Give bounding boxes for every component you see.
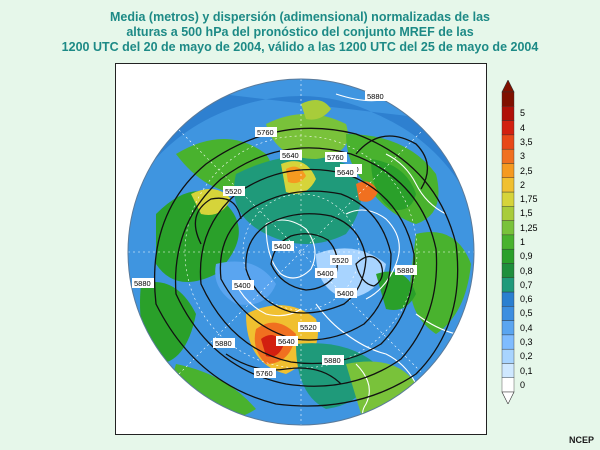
colorbar-label: 0,8 <box>520 265 533 276</box>
polar-map: 5880 5760 5640 5520 5400 5400 5520 5640 … <box>115 63 487 435</box>
contour-label: 5880 <box>397 266 414 275</box>
colorbar-swatch <box>501 291 515 307</box>
colorbar-label: 0,6 <box>520 294 533 305</box>
colorbar-swatch <box>501 191 515 207</box>
contour-label: 5760 <box>327 153 344 162</box>
contour-label: 5640 <box>278 337 295 346</box>
contour-label: 5400 <box>317 269 334 278</box>
contour-label: 5760 <box>256 369 273 378</box>
contour-label: 5640 <box>337 168 354 177</box>
title-line-2: alturas a 500 hPa del pronóstico del con… <box>126 25 474 39</box>
title-line-1: Media (metros) y dispersión (adimensiona… <box>110 10 490 24</box>
colorbar-label: 3,5 <box>520 137 533 147</box>
colorbar-label: 0,5 <box>520 308 533 319</box>
colorbar-label: 0,7 <box>520 279 533 290</box>
colorbar <box>501 80 515 404</box>
contour-label: 5880 <box>324 356 341 365</box>
contour-label: 5520 <box>300 323 317 332</box>
colorbar-swatch <box>501 277 515 293</box>
colorbar-swatch <box>501 363 515 378</box>
ncep-credit: NCEP <box>568 435 594 445</box>
colorbar-swatch <box>501 163 515 178</box>
colorbar-label: 0,4 <box>520 322 533 333</box>
colorbar-swatch <box>501 306 515 321</box>
colorbar-label: 0,2 <box>520 351 533 362</box>
colorbar-swatch <box>501 320 515 336</box>
colorbar-swatch <box>501 248 515 264</box>
colorbar-label: 1 <box>520 237 526 247</box>
longitude-label: 180 <box>116 307 122 319</box>
colorbar-max-arrow <box>501 80 515 93</box>
colorbar-label: 1,75 <box>520 194 538 205</box>
longitude-label: 120 <box>148 118 161 131</box>
colorbar-swatch <box>501 120 515 136</box>
contour-label: 5400 <box>234 281 251 290</box>
map-title: Media (metros) y dispersión (adimensiona… <box>0 10 600 55</box>
contour-label-layer: 5880 5760 5640 5520 5400 5400 5520 5640 … <box>132 91 417 378</box>
polar-map-graphic: 5880 5760 5640 5520 5400 5400 5520 5640 … <box>116 78 475 428</box>
colorbar-swatch <box>501 206 515 221</box>
contour-label: 5880 <box>215 339 232 348</box>
colorbar-label: 1,5 <box>520 208 533 219</box>
colorbar-swatch <box>501 220 515 236</box>
colorbar-swatch <box>501 134 515 150</box>
title-line-3: 1200 UTC del 20 de mayo de 2004, válido … <box>61 40 539 54</box>
colorbar-swatch <box>501 234 515 250</box>
longitude-label: 150 <box>173 393 186 406</box>
colorbar-label: 0,3 <box>520 337 533 347</box>
colorbar-label: 0,9 <box>520 251 533 262</box>
colorbar-swatch <box>501 91 515 107</box>
colorbar-label: 0 <box>520 379 526 390</box>
colorbar-swatch <box>501 263 515 278</box>
contour-label: 5880 <box>134 279 151 288</box>
contour-label: 5640 <box>282 151 299 160</box>
contour-label: 5400 <box>337 289 354 298</box>
colorbar-label: 2 <box>520 179 526 190</box>
colorbar-label: 5 <box>520 108 526 119</box>
contour-label: 5880 <box>367 92 384 101</box>
contour-label: 5760 <box>257 128 274 137</box>
colorbar-swatch <box>501 148 515 164</box>
graticule <box>128 79 474 425</box>
colorbar-label: 2,5 <box>520 165 533 176</box>
colorbar-swatch <box>501 377 515 393</box>
colorbar-swatch <box>501 106 515 121</box>
contour-label: 5520 <box>332 256 349 265</box>
contour-label: 5520 <box>225 187 242 196</box>
colorbar-label: 4 <box>520 122 526 133</box>
colorbar-graphic <box>501 80 515 404</box>
colorbar-swatch <box>501 177 515 193</box>
colorbar-label: 1,25 <box>520 222 538 233</box>
longitude-label: 90 <box>360 421 368 428</box>
colorbar-label: 0,1 <box>520 365 533 376</box>
colorbar-label: 3 <box>520 151 526 162</box>
colorbar-swatch <box>501 334 515 350</box>
colorbar-swatch <box>501 348 515 364</box>
contour-label: 5400 <box>274 242 291 251</box>
colorbar-min-arrow <box>501 391 515 404</box>
